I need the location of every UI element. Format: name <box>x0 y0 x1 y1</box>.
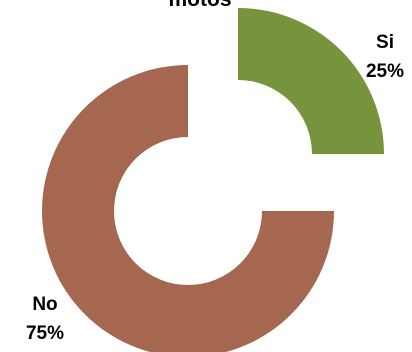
slice-category-label: No <box>32 294 57 315</box>
slice-label-si: Si 25% <box>366 32 404 82</box>
slice-si <box>238 8 384 154</box>
slice-category-label: Si <box>376 32 394 53</box>
slice-percent-label: 75% <box>26 323 64 344</box>
slices-group <box>42 8 384 352</box>
slice-label-no: No 75% <box>26 294 64 344</box>
slice-no <box>42 65 334 352</box>
slice-percent-label: 25% <box>366 61 404 82</box>
labels-group: Si 25% No 75% <box>26 32 404 344</box>
chart-title: motos <box>169 0 232 11</box>
